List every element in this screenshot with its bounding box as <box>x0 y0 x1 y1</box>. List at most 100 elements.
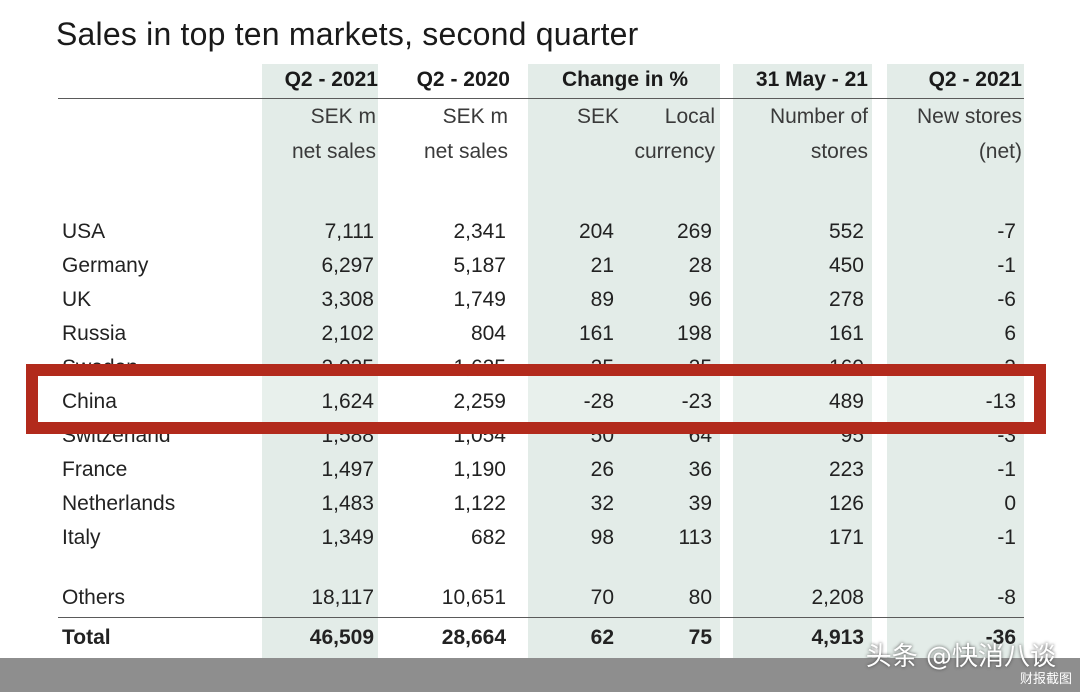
table-cell: 89 <box>590 288 614 311</box>
table-cell: 126 <box>828 492 864 515</box>
total-rule <box>58 617 1024 618</box>
table-cell: -1 <box>997 254 1016 277</box>
table-cell: 204 <box>578 220 614 243</box>
header-rule <box>58 98 1024 99</box>
col-sub1: New stores <box>916 105 1022 128</box>
table-cell: 70 <box>590 586 614 609</box>
market-label: USA <box>62 220 106 243</box>
table-cell: 80 <box>688 586 712 609</box>
col-sub1: Local <box>664 105 715 128</box>
table-cell: 2,102 <box>321 322 374 345</box>
col-sub2: net sales <box>291 140 376 163</box>
table-cell: 28,664 <box>441 626 506 649</box>
column-band <box>262 376 378 422</box>
table-cell: 1,497 <box>321 458 374 481</box>
table-cell: -1 <box>997 458 1016 481</box>
col-sub2: net sales <box>423 140 508 163</box>
table-cell: 1,190 <box>453 458 506 481</box>
market-label: Netherlands <box>62 492 176 515</box>
column-band <box>887 64 1024 658</box>
column-band <box>733 376 872 422</box>
table-cell: 28 <box>688 254 712 277</box>
column-band <box>528 376 720 422</box>
table-cell: 7,111 <box>324 220 374 243</box>
col-header-q2-2021: Q2 - 2021 <box>284 68 378 91</box>
table-cell: 26 <box>590 458 614 481</box>
table-cell: 10,651 <box>441 586 506 609</box>
table-cell: -6 <box>997 288 1016 311</box>
table-cell: 62 <box>590 626 614 649</box>
table-cell: 1,749 <box>453 288 506 311</box>
table-cell: 804 <box>470 322 506 345</box>
table-cell: 1,122 <box>453 492 506 515</box>
table-cell: 1,624 <box>321 390 374 413</box>
market-label: Italy <box>62 526 101 549</box>
column-band <box>528 64 720 658</box>
watermark-small: 财报截图 <box>1019 672 1072 687</box>
table-cell: 198 <box>676 322 712 345</box>
col-sub1: SEK m <box>442 105 508 128</box>
table-cell: 489 <box>828 390 864 413</box>
market-label: Russia <box>62 322 127 345</box>
table-cell: 552 <box>828 220 864 243</box>
col-sub1: SEK <box>576 105 619 128</box>
table-cell: 171 <box>828 526 864 549</box>
table-cell: 2,208 <box>811 586 864 609</box>
table-cell: -28 <box>583 390 614 413</box>
table-cell: 4,913 <box>811 626 864 649</box>
watermark-text: 头条 @快消八谈 <box>865 642 1056 672</box>
col-sub2: currency <box>634 140 715 163</box>
table-cell: 18,117 <box>311 586 374 609</box>
table-cell: -36 <box>985 626 1016 649</box>
market-label: Germany <box>62 254 149 277</box>
table-cell: 6 <box>1004 322 1016 345</box>
table-cell: 0 <box>1004 492 1016 515</box>
watermark-bar <box>0 658 1080 692</box>
table-cell: 98 <box>590 526 614 549</box>
table-cell: 5,187 <box>453 254 506 277</box>
col-header-q2-2021-stores: Q2 - 2021 <box>928 68 1022 91</box>
table-cell: 75 <box>688 626 712 649</box>
table-cell: 39 <box>688 492 712 515</box>
table-cell: 46,509 <box>309 626 374 649</box>
col-sub1: SEK m <box>310 105 376 128</box>
table-cell: 269 <box>676 220 712 243</box>
table-cell: 682 <box>470 526 506 549</box>
column-band <box>262 64 378 658</box>
table-cell: 21 <box>590 254 614 277</box>
market-label: Total <box>62 626 111 649</box>
table-cell: 223 <box>828 458 864 481</box>
table-cell: -13 <box>985 390 1016 413</box>
table-cell: 1,483 <box>321 492 374 515</box>
table-cell: 161 <box>828 322 864 345</box>
table-cell: 450 <box>828 254 864 277</box>
col-header-q2-2020: Q2 - 2020 <box>416 68 510 91</box>
table-cell: 113 <box>678 526 712 549</box>
column-band <box>733 64 872 658</box>
table-cell: 36 <box>688 458 712 481</box>
table-cell: 3,308 <box>321 288 374 311</box>
market-label: France <box>62 458 128 481</box>
market-label: Others <box>62 586 126 609</box>
table-cell: 161 <box>578 322 614 345</box>
table-cell: 32 <box>590 492 614 515</box>
table-cell: 96 <box>688 288 712 311</box>
table-cell: -23 <box>681 390 712 413</box>
col-header-change: Change in % <box>562 68 689 91</box>
table-cell: 2,341 <box>453 220 506 243</box>
table-cell: -1 <box>997 526 1016 549</box>
table-cell: 2,259 <box>453 390 506 413</box>
table-cell: -8 <box>997 586 1016 609</box>
table-cell: 278 <box>828 288 864 311</box>
col-sub2: stores <box>810 140 868 163</box>
column-band <box>887 376 1024 422</box>
table-cell: 1,349 <box>321 526 374 549</box>
table-cell: 6,297 <box>321 254 374 277</box>
col-header-may-21: 31 May - 21 <box>755 68 868 91</box>
table-title: Sales in top ten markets, second quarter <box>56 16 639 52</box>
col-sub1: Number of <box>769 105 868 128</box>
market-label: China <box>62 390 117 413</box>
market-label: UK <box>62 288 92 311</box>
table-cell: -7 <box>997 220 1016 243</box>
col-sub2: (net) <box>978 140 1022 163</box>
